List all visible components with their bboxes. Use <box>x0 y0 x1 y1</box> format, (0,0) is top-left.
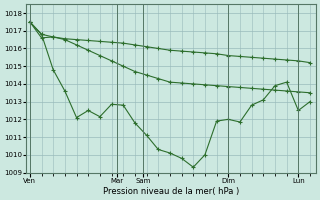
X-axis label: Pression niveau de la mer( hPa ): Pression niveau de la mer( hPa ) <box>103 187 239 196</box>
